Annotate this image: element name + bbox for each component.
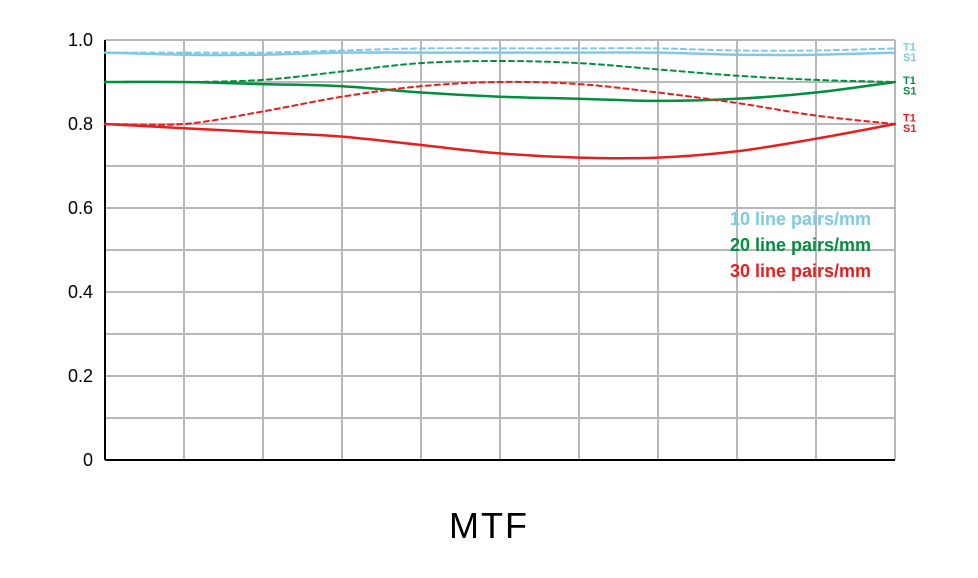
x-tick-label: 3.96 xyxy=(324,468,359,470)
y-tick-label: 0.2 xyxy=(68,366,93,386)
chart-title: MTF xyxy=(0,505,978,547)
x-tick-label: 13.2 xyxy=(877,468,912,470)
x-tick-label: 0 xyxy=(100,468,110,470)
y-tick-label: 0 xyxy=(83,450,93,470)
x-tick-label: 2.64 xyxy=(245,468,280,470)
chart-svg: 0 0.2 0.4 0.6 0.8 1.0 0 1.32 2.64 3.96 5.28 6.6 7.92… xyxy=(50,30,920,470)
x-tick-label: 7.92 xyxy=(561,468,596,470)
series-end-label: S1 xyxy=(903,85,916,97)
series-end-label: S1 xyxy=(903,123,916,135)
mtf-chart: 0 0.2 0.4 0.6 0.8 1.0 0 1.32 2.64 3.96 5.28 6.6 7.92… xyxy=(50,30,920,470)
x-tick-label: 10.56 xyxy=(714,468,759,470)
y-tick-label: 0.6 xyxy=(68,198,93,218)
x-tick-label: 1.32 xyxy=(166,468,201,470)
y-tick-label: 1.0 xyxy=(68,30,93,50)
legend-item: 30 line pairs/mm xyxy=(730,261,871,281)
legend-item: 10 line pairs/mm xyxy=(730,209,871,229)
x-tick-label: 11.88 xyxy=(794,468,838,470)
x-tick-label: 5.28 xyxy=(403,468,438,470)
legend-item: 20 line pairs/mm xyxy=(730,235,871,255)
series-end-label: S1 xyxy=(903,52,916,64)
y-tick-label: 0.4 xyxy=(68,282,93,302)
x-tick-label: 6.6 xyxy=(487,468,512,470)
x-tick-label: 9.24 xyxy=(640,468,675,470)
y-tick-label: 0.8 xyxy=(68,114,93,134)
